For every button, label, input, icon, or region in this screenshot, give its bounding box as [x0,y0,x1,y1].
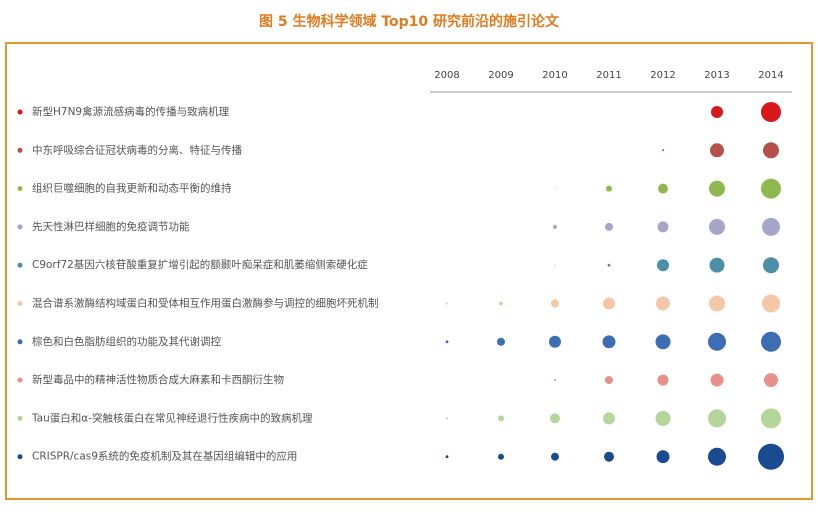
row-label: 混合谱系激酶结构域蛋白和受体相互作用蛋白激酶参与调控的细胞坏死机制 [32,297,379,310]
bubble [709,295,725,312]
bubble [657,221,669,233]
bubble [551,452,559,461]
legend-dot [17,147,23,153]
x-tick-label: 2010 [542,70,567,81]
bubble [553,224,557,229]
x-tick-label: 2008 [434,70,459,81]
bubble [497,337,505,346]
row-label: 组织巨噬细胞的自我更新和动态平衡的维持 [32,182,232,195]
x-tick-label: 2014 [758,70,783,81]
row-label: CRISPR/cas9系统的免疫机制及其在基因组编辑中的应用 [32,450,297,463]
x-tick-label: 2011 [596,70,621,81]
bubble [604,451,614,462]
bubble [710,143,724,158]
bubble [550,413,560,424]
bubble [607,263,611,267]
bubble [709,218,725,235]
bubble [709,257,725,273]
legend-dot [17,339,23,345]
row-label: 新型毒品中的精神活性物质合成大麻素和卡西酮衍生物 [32,373,284,386]
bubble [445,340,449,344]
bubble [763,142,779,159]
bubble [658,183,668,194]
row-label: C9orf72基因六核苷酸重复扩增引起的额颞叶痴呆症和肌萎缩侧索硬化症 [32,258,368,271]
legend-dot [17,377,23,383]
bubble [657,374,669,386]
legend-dot [17,301,23,306]
bubble [554,264,556,266]
bubble [655,410,671,426]
bubble [761,178,781,199]
row-label: 先天性淋巴样细胞的免疫调节功能 [32,220,190,233]
bubble [764,373,778,388]
row-label: 中东呼吸综合征冠状病毒的分离、特征与传播 [32,143,242,156]
bubble [551,299,559,308]
bubble [602,335,616,349]
bubble [498,453,504,460]
x-tick-label: 2013 [704,70,729,81]
frame [5,42,813,500]
bubble [656,450,670,464]
bubble [762,294,780,313]
bubble [605,222,613,231]
bubble [445,455,449,459]
row-label: 新型H7N9禽源流感病毒的传播与致病机理 [32,105,230,118]
bubble [763,257,779,274]
bubble [662,149,664,152]
bubble [606,185,612,192]
bubble [709,180,725,197]
bubble [761,102,781,122]
legend-dot [17,415,23,421]
bubble [499,301,503,306]
bubble [657,259,669,272]
bubble [605,376,613,385]
bubble [708,409,726,428]
bubble [708,332,726,351]
chart-title: 图 5 生物科学领域 Top10 研究前沿的施引论文 [259,13,560,30]
bubble [446,417,448,420]
legend-dot [17,109,23,115]
x-tick-label: 2012 [650,70,675,81]
bubble [554,379,556,382]
bubble [761,408,781,429]
bubble [710,373,724,387]
bubble [758,443,784,470]
row-label: 棕色和白色脂肪组织的功能及其代谢调控 [32,335,221,348]
bubble [655,334,671,350]
bubble [762,217,780,236]
bubble [498,415,504,422]
legend-dot [17,224,23,230]
bubble [761,331,781,352]
legend-dot [17,454,23,460]
bubble [711,106,723,118]
bubble [446,302,448,305]
bubble [603,412,615,425]
legend-dot [17,186,23,192]
bubble [554,188,556,190]
row-label: Tau蛋白和α-突触核蛋白在常见神经退行性疾病中的致病机理 [31,411,313,424]
bubble [549,335,561,348]
bubble [708,447,726,466]
bubble [603,297,615,310]
x-tick-label: 2009 [488,70,513,81]
legend-dot [17,262,23,268]
bubble [656,296,670,311]
